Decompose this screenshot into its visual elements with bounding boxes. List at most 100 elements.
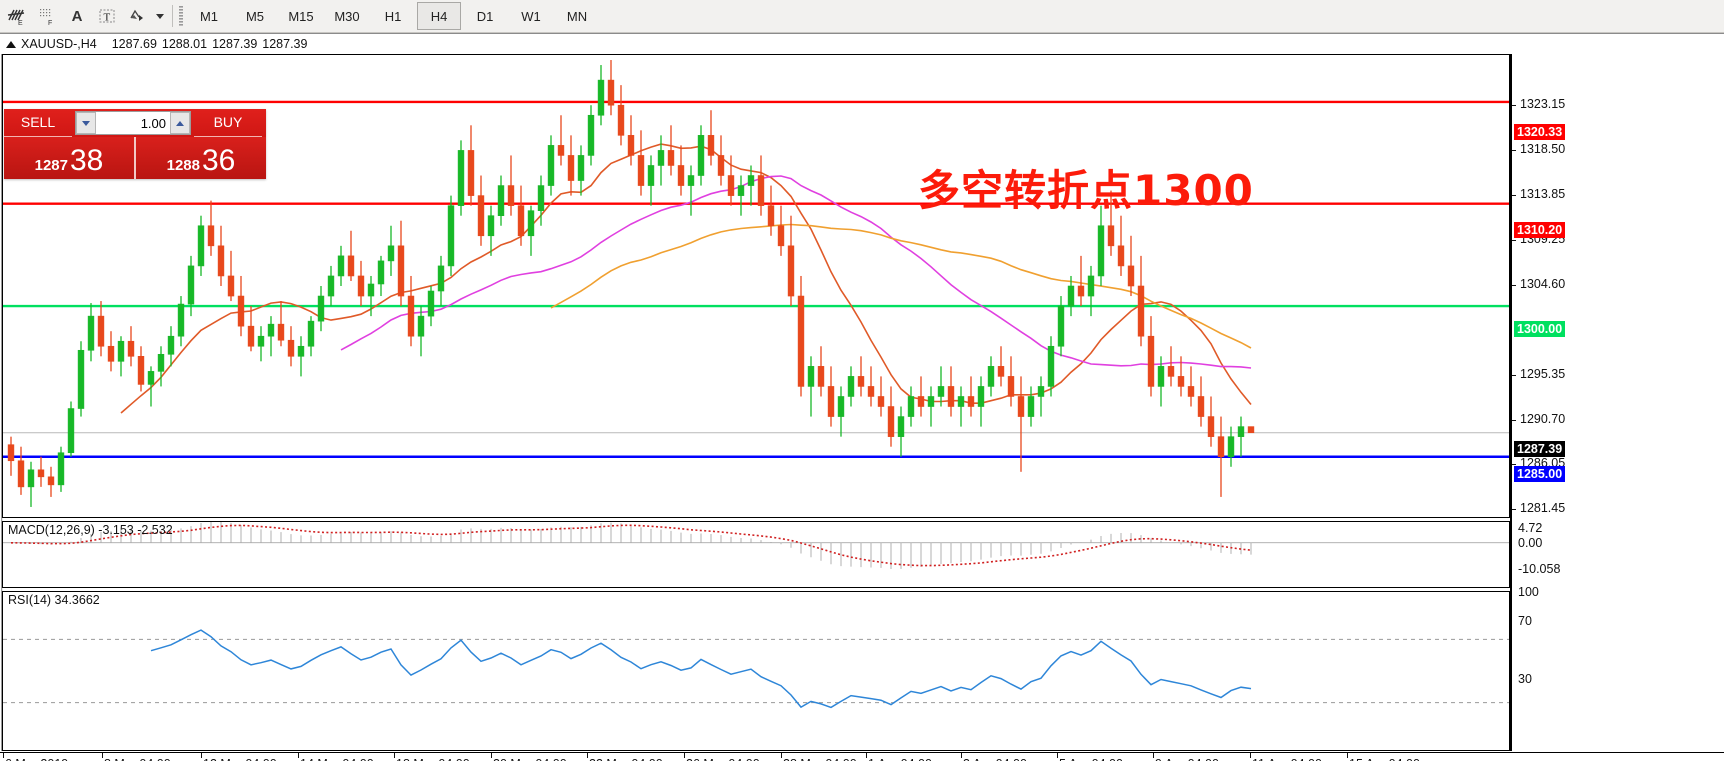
macd-axis-label: 4.72	[1518, 521, 1543, 535]
date-axis-tick	[491, 753, 492, 758]
volume-input[interactable]	[96, 112, 170, 134]
buy-price[interactable]: 1288 36	[136, 137, 266, 179]
indicators-icon[interactable]: E	[2, 1, 32, 31]
date-axis-tick	[781, 753, 782, 758]
timeframe-button-m1[interactable]: M1	[199, 8, 219, 24]
date-axis-tick	[1347, 753, 1348, 758]
date-axis-label: 26 Mar 04:00	[686, 757, 760, 761]
date-axis-tick	[866, 753, 867, 758]
sell-price-whole: 1287	[34, 157, 68, 174]
price-axis-tick	[1512, 285, 1516, 286]
date-axis-tick	[587, 753, 588, 758]
toolbar: E F A T	[0, 0, 1724, 33]
macd-axis-label: -10.058	[1518, 562, 1561, 576]
price-axis-label: 1313.85	[1520, 187, 1566, 201]
macd-pane	[2, 521, 1510, 588]
text-icon[interactable]: A	[71, 7, 83, 25]
timeframe-button-d1[interactable]: D1	[476, 8, 494, 24]
price-axis-tag: 1287.39	[1514, 441, 1566, 457]
price-axis-tick	[1512, 464, 1516, 465]
left-gutter	[0, 54, 3, 751]
shapes-icon[interactable]	[122, 1, 152, 31]
date-axis-tick	[1250, 753, 1251, 758]
date-axis-tick	[684, 753, 685, 758]
timeframe-button-m15[interactable]: M15	[288, 8, 314, 24]
svg-text:T: T	[104, 12, 111, 24]
timeframe-buttons: M1 M5 M15 M30 H1 H4 D1 W1 MN	[187, 2, 599, 30]
trade-panel-divider	[134, 137, 136, 179]
toolbar-grip[interactable]	[177, 3, 185, 29]
timeframe-button-mn[interactable]: MN	[566, 8, 588, 24]
price-axis-tag: 1285.00	[1514, 466, 1566, 482]
sell-price[interactable]: 1287 38	[4, 137, 134, 179]
chart-annotation-text: 多空转折点1300	[918, 166, 1254, 215]
svg-text:F: F	[48, 20, 52, 26]
toolbar-divider	[172, 5, 173, 27]
rsi-line	[150, 629, 1252, 709]
price-axis-tag: 1300.00	[1514, 321, 1566, 337]
date-axis-label: 5 Apr 04:00	[1059, 757, 1123, 761]
buy-price-whole: 1288	[166, 157, 200, 174]
price-axis-tag: 1320.33	[1514, 124, 1566, 140]
timeframe-button-h1[interactable]: H1	[384, 8, 402, 24]
ma-mid-line	[340, 175, 1252, 369]
ohlc-low: 1287.39	[212, 37, 258, 51]
rsi-axis-label: 100	[1518, 585, 1539, 599]
date-axis-tick	[1057, 753, 1058, 758]
rsi-indicator-label: RSI(14) 34.3662	[8, 593, 100, 607]
date-axis-label: 12 Mar 04:00	[203, 757, 277, 761]
macd-indicator-label: MACD(12,26,9) -3.153 -2.532	[8, 523, 173, 537]
price-axis-label: 1295.35	[1520, 367, 1566, 381]
price-axis-label: 1304.60	[1520, 277, 1566, 291]
date-axis-label: 28 Mar 04:00	[783, 757, 857, 761]
ohlc-close: 1287.39	[262, 37, 308, 51]
price-axis-tick	[1512, 195, 1516, 196]
chart-area: XAUUSD-,H4 1287.69 1288.01 1287.39 1287.…	[0, 33, 1724, 761]
ohlc-high: 1288.01	[161, 37, 208, 51]
svg-text:E: E	[18, 20, 23, 26]
rsi-axis-label: 30	[1518, 672, 1532, 686]
price-axis-tick	[1512, 240, 1516, 241]
date-axis-label: 6 Mar 2019	[5, 757, 68, 761]
macd-signal-line	[10, 524, 1252, 567]
one-click-trading-panel[interactable]: SELL BUY 1287 38 1288 36	[4, 109, 266, 179]
shapes-dropdown-icon[interactable]	[152, 1, 168, 31]
trade-panel-header: SELL BUY	[4, 108, 266, 138]
price-axis-tag: 1310.20	[1514, 222, 1566, 238]
timeframe-button-w1[interactable]: W1	[521, 8, 541, 24]
date-axis-label: 22 Mar 04:00	[589, 757, 663, 761]
volume-increment-button[interactable]	[170, 112, 190, 134]
macd-axis-label: 0.00	[1518, 536, 1543, 550]
date-axis-label: 20 Mar 04:00	[493, 757, 567, 761]
price-axis-label: 1318.50	[1520, 142, 1566, 156]
price-axis-tick	[1512, 105, 1516, 106]
date-axis-label: 15 Apr 04:00	[1349, 757, 1420, 761]
price-axis-label: 1290.70	[1520, 412, 1566, 426]
date-axis-tick	[3, 753, 4, 758]
date-axis-tick	[961, 753, 962, 758]
timeframe-button-m30[interactable]: M30	[334, 8, 360, 24]
date-axis-label: 18 Mar 04:00	[396, 757, 470, 761]
candlesticks	[7, 60, 1255, 507]
buy-price-pips: 36	[202, 144, 236, 177]
collapse-triangle-icon[interactable]	[6, 40, 16, 48]
macd-histogram	[20, 522, 1252, 569]
date-axis[interactable]: 6 Mar 2019 8 Mar 04:00 12 Mar 04:00 14 Mar …	[0, 752, 1724, 761]
date-axis-label: 9 Apr 04:00	[1155, 757, 1219, 761]
crosshair-grid-icon[interactable]: F	[32, 1, 62, 31]
volume-stepper[interactable]	[75, 111, 191, 135]
price-axis-tick	[1512, 509, 1516, 510]
price-axis[interactable]: 1323.15 1318.50 1313.85 1309.25 1304.60 1295.…	[1510, 54, 1724, 751]
rsi-pane	[2, 591, 1510, 751]
date-axis-tick	[298, 753, 299, 758]
sell-price-pips: 38	[70, 144, 104, 177]
buy-button[interactable]: BUY	[194, 108, 262, 138]
price-axis-label: 1323.15	[1520, 97, 1566, 111]
timeframe-button-h4[interactable]: H4	[417, 2, 461, 30]
volume-decrement-button[interactable]	[76, 112, 96, 134]
sell-button[interactable]: SELL	[4, 108, 72, 138]
date-axis-label: 11 Apr 04:00	[1252, 757, 1322, 761]
timeframe-button-m5[interactable]: M5	[245, 8, 265, 24]
text-label-icon[interactable]: T	[92, 1, 122, 31]
